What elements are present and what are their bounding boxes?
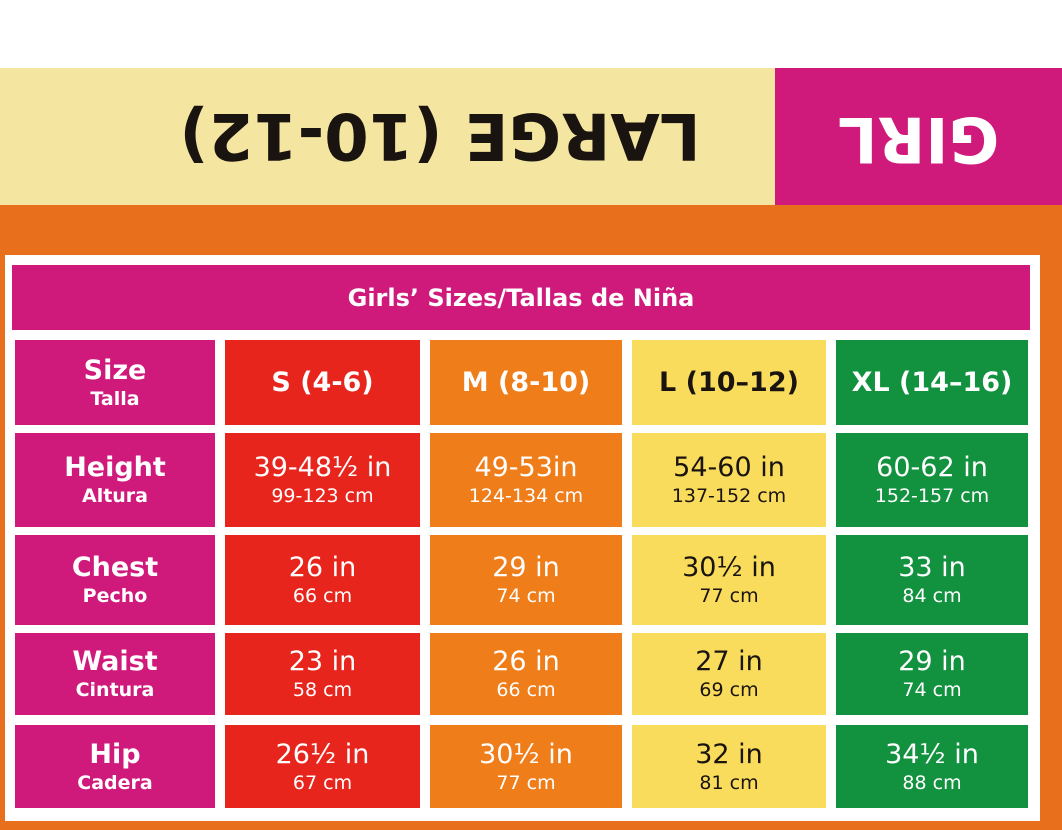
corner-cell: Size Talla bbox=[15, 340, 215, 425]
tag: GIRL bbox=[837, 102, 1000, 176]
size-cell: 26 in 66 cm bbox=[430, 633, 622, 715]
inches: 29 in bbox=[492, 552, 560, 583]
inches: 32 in bbox=[695, 738, 763, 770]
centimeters: 152-157 cm bbox=[874, 485, 990, 507]
row-label: Hip bbox=[89, 738, 141, 770]
size-cell: 34½ in 88 cm bbox=[836, 725, 1028, 808]
centimeters: 99-123 cm bbox=[271, 485, 374, 507]
column-label: S (4-6) bbox=[271, 366, 374, 398]
size-cell: 26 in 66 cm bbox=[225, 535, 420, 625]
centimeters: 69 cm bbox=[699, 679, 759, 701]
inches: 33 in bbox=[898, 552, 966, 583]
inches: 23 in bbox=[288, 646, 357, 677]
row-sublabel: Cadera bbox=[77, 771, 153, 794]
row-header: Chest Pecho bbox=[15, 535, 215, 625]
inches: 30½ in bbox=[479, 738, 573, 770]
size-label: LARGE (10-12) bbox=[179, 98, 701, 172]
centimeters: 84 cm bbox=[902, 585, 962, 607]
inches: 26½ in bbox=[275, 738, 370, 770]
inches: 54-60 in bbox=[673, 452, 785, 483]
size-cell: 23 in 58 cm bbox=[225, 633, 420, 715]
inches: 39-48½ in bbox=[253, 452, 392, 483]
column-label: L (10–12) bbox=[659, 366, 799, 398]
inches: 26 in bbox=[288, 552, 357, 583]
row-label: Chest bbox=[71, 552, 159, 583]
centimeters: 81 cm bbox=[699, 771, 759, 794]
size-cell: 39-48½ in 99-123 cm bbox=[225, 433, 420, 527]
row-sublabel: Cintura bbox=[75, 679, 155, 701]
size-cell: 29 in 74 cm bbox=[836, 633, 1028, 715]
centimeters: 88 cm bbox=[902, 771, 962, 794]
inches: 26 in bbox=[492, 646, 560, 677]
size-cell: 26½ in 67 cm bbox=[225, 725, 420, 808]
inches: 60-62 in bbox=[876, 452, 988, 483]
row-header: Waist Cintura bbox=[15, 633, 215, 715]
column-header: XL (14–16) bbox=[836, 340, 1028, 425]
size-cell: 54-60 in 137-152 cm bbox=[632, 433, 826, 527]
row-header: Height Altura bbox=[15, 433, 215, 527]
centimeters: 74 cm bbox=[496, 585, 556, 607]
inches: 27 in bbox=[695, 646, 763, 677]
table-title: Girls’ Sizes/Tallas de Niña bbox=[12, 265, 1030, 330]
size-cell: 60-62 in 152-157 cm bbox=[836, 433, 1028, 527]
inches: 29 in bbox=[898, 646, 966, 677]
inches: 30½ in bbox=[682, 552, 776, 583]
centimeters: 66 cm bbox=[292, 585, 353, 607]
centimeters: 58 cm bbox=[292, 679, 353, 701]
size-cell: 30½ in 77 cm bbox=[632, 535, 826, 625]
row-label: Size bbox=[83, 354, 147, 386]
row-sublabel: Pecho bbox=[82, 585, 148, 607]
inches: 34½ in bbox=[885, 738, 979, 770]
size-cell: 33 in 84 cm bbox=[836, 535, 1028, 625]
size-cell: 27 in 69 cm bbox=[632, 633, 826, 715]
centimeters: 77 cm bbox=[699, 585, 759, 607]
column-label: XL (14–16) bbox=[851, 366, 1013, 398]
inches: 49-53in bbox=[474, 452, 578, 483]
centimeters: 124-134 cm bbox=[468, 485, 584, 507]
tag-box: GIRL bbox=[775, 68, 1062, 210]
column-label: M (8-10) bbox=[461, 366, 591, 398]
centimeters: 77 cm bbox=[496, 771, 556, 794]
size-cell: 32 in 81 cm bbox=[632, 725, 826, 808]
row-label: Height bbox=[64, 452, 166, 483]
centimeters: 74 cm bbox=[902, 679, 962, 701]
centimeters: 137-152 cm bbox=[671, 485, 787, 507]
row-header: Hip Cadera bbox=[15, 725, 215, 808]
row-label: Waist bbox=[72, 646, 158, 677]
column-header: M (8-10) bbox=[430, 340, 622, 425]
centimeters: 67 cm bbox=[292, 771, 353, 794]
size-cell: 30½ in 77 cm bbox=[430, 725, 622, 808]
size-cell: 49-53in 124-134 cm bbox=[430, 433, 622, 527]
centimeters: 66 cm bbox=[496, 679, 556, 701]
row-sublabel: Altura bbox=[81, 485, 149, 507]
row-sublabel: Talla bbox=[90, 387, 140, 410]
column-header: L (10–12) bbox=[632, 340, 826, 425]
size-cell: 29 in 74 cm bbox=[430, 535, 622, 625]
column-header: S (4-6) bbox=[225, 340, 420, 425]
